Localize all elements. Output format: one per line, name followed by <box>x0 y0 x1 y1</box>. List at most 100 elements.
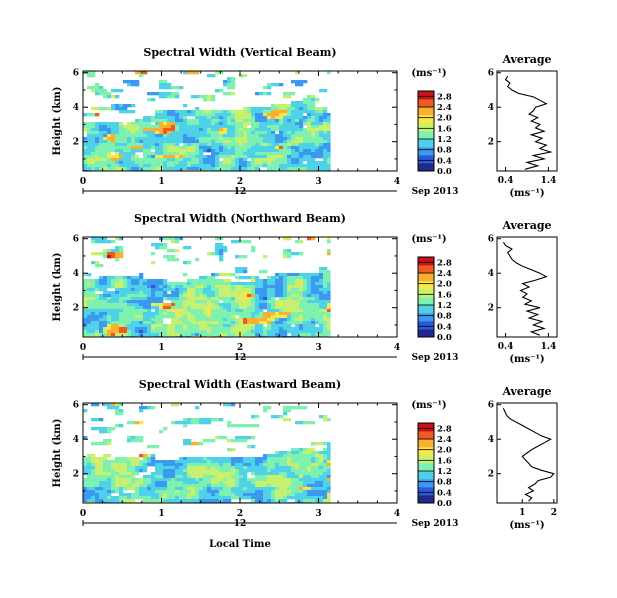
heatmap-cell <box>107 315 112 319</box>
heatmap-cell <box>171 131 176 135</box>
heatmap-cell <box>127 312 132 316</box>
heatmap-cell <box>127 131 132 135</box>
heatmap-cell <box>83 125 88 129</box>
heatmap-cell <box>139 125 144 129</box>
heatmap-cell <box>163 330 168 334</box>
heatmap-cell <box>271 478 276 482</box>
heatmap-cell <box>323 119 328 123</box>
heatmap-cell <box>283 315 288 319</box>
heatmap-cell <box>303 487 308 491</box>
heatmap-cell <box>311 125 316 129</box>
heatmap-cell <box>95 490 100 494</box>
heatmap-cell <box>83 493 88 497</box>
heatmap-cell <box>199 279 204 283</box>
heatmap-cell <box>179 155 184 159</box>
heatmap-cell <box>191 282 196 286</box>
heatmap-cell <box>175 466 180 470</box>
heatmap-cell <box>199 143 204 147</box>
heatmap-cell <box>127 110 132 114</box>
heatmap-cell <box>231 466 236 470</box>
heatmap-cell <box>307 137 312 141</box>
heatmap-cell <box>235 324 240 328</box>
colorbar-segment <box>418 278 434 281</box>
heatmap-cell <box>191 146 196 150</box>
heatmap-cell <box>147 282 152 286</box>
colorbar-segment <box>418 452 434 455</box>
heatmap-cell <box>235 327 240 331</box>
heatmap-cell <box>299 155 304 159</box>
heatmap-cell <box>155 285 160 289</box>
heatmap-cell <box>235 490 240 494</box>
heatmap-cell <box>203 327 208 331</box>
heatmap-cell <box>279 291 284 295</box>
heatmap-cell <box>123 125 128 129</box>
heatmap-cell <box>327 116 331 120</box>
heatmap-cell <box>167 306 172 310</box>
heatmap-cell <box>303 324 308 328</box>
colorbar-segment <box>418 285 434 287</box>
heatmap-cell <box>115 143 120 147</box>
heatmap-cell <box>299 448 304 452</box>
heatmap-cell <box>231 496 236 500</box>
heatmap-cell <box>155 131 160 135</box>
heatmap-cell <box>303 119 308 123</box>
heatmap-cell <box>303 282 308 286</box>
heatmap-cell <box>315 306 320 310</box>
heatmap-cell <box>299 113 304 117</box>
colorbar-tick-label: 0.4 <box>437 322 452 332</box>
heatmap-cell <box>315 116 320 120</box>
heatmap-cell <box>155 155 160 159</box>
heatmap-cell <box>171 92 176 96</box>
heatmap-cell <box>171 134 176 138</box>
heatmap-cell <box>279 454 284 458</box>
heatmap-cell <box>211 297 216 301</box>
heatmap-cell <box>155 490 160 494</box>
average-x-tick-label: 2 <box>551 508 557 518</box>
heatmap-cell <box>231 125 236 129</box>
heatmap-cell <box>83 279 88 283</box>
heatmap-cell <box>295 125 300 129</box>
heatmap-cell <box>127 80 132 84</box>
heatmap-cell <box>107 146 112 150</box>
heatmap-cell <box>255 155 260 159</box>
heatmap-cell <box>255 116 260 120</box>
heatmap-cell <box>283 164 288 168</box>
heatmap-cell <box>107 460 112 464</box>
heatmap-cell <box>103 330 108 334</box>
heatmap-cell <box>223 128 228 132</box>
heatmap-cell <box>203 140 208 144</box>
heatmap-cell <box>111 496 116 500</box>
heatmap-cell <box>91 294 96 298</box>
heatmap-cell <box>323 270 328 274</box>
heatmap-cell <box>107 484 112 488</box>
heatmap-cell <box>327 330 331 334</box>
heatmap-cell <box>311 152 316 156</box>
heatmap-cell <box>283 158 288 162</box>
heatmap-cell <box>283 418 288 422</box>
heatmap-cell <box>251 493 256 497</box>
heatmap-cell <box>115 155 120 159</box>
heatmap-cell <box>319 285 324 289</box>
heatmap-cell <box>219 472 224 476</box>
heatmap-cell <box>247 113 252 117</box>
heatmap-cell <box>115 258 120 262</box>
heatmap-cell <box>255 469 260 473</box>
heatmap-cell <box>163 128 168 132</box>
heatmap-cell <box>259 324 264 328</box>
heatmap-cell <box>227 469 232 473</box>
heatmap-cell <box>171 481 176 485</box>
heatmap-cell <box>99 303 104 307</box>
heatmap-cell <box>235 164 240 168</box>
heatmap-cell <box>135 291 140 295</box>
heatmap-cell <box>107 161 112 165</box>
heatmap-cell <box>131 282 136 286</box>
heatmap-cell <box>319 273 324 277</box>
heatmap-cell <box>251 327 256 331</box>
heatmap-cell <box>211 460 216 464</box>
heatmap-cell <box>239 240 244 244</box>
heatmap-cell <box>227 128 232 132</box>
heatmap-cell <box>247 300 252 304</box>
heatmap-cell <box>243 134 248 138</box>
heatmap-cell <box>307 309 312 313</box>
heatmap-cell <box>111 137 116 141</box>
